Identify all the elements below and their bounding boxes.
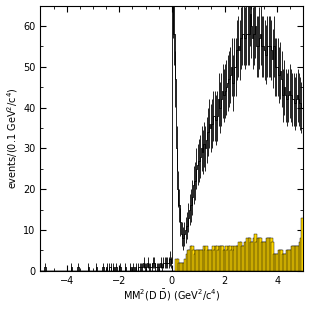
- Bar: [204, 250, 207, 271]
- Bar: [194, 254, 196, 271]
- Bar: [267, 238, 270, 271]
- Bar: [235, 246, 237, 271]
- Bar: [180, 263, 183, 271]
- Bar: [215, 246, 217, 271]
- Bar: [196, 250, 199, 271]
- Bar: [212, 246, 215, 271]
- Bar: [200, 250, 203, 271]
- Bar: [284, 254, 287, 271]
- Bar: [295, 246, 298, 271]
- Bar: [199, 250, 201, 271]
- Bar: [195, 250, 197, 271]
- X-axis label: MM$^2$(D $\bar{\mathrm{D}}$) (GeV$^2$/c$^4$): MM$^2$(D $\bar{\mathrm{D}}$) (GeV$^2$/c$…: [123, 288, 221, 303]
- Bar: [291, 246, 294, 271]
- Bar: [192, 250, 195, 271]
- Bar: [184, 259, 187, 271]
- Bar: [183, 263, 186, 271]
- Bar: [302, 218, 304, 271]
- Bar: [253, 238, 256, 271]
- Bar: [241, 246, 243, 271]
- Bar: [292, 246, 295, 271]
- Bar: [205, 246, 208, 271]
- Bar: [243, 242, 246, 271]
- Bar: [176, 259, 179, 271]
- Bar: [242, 246, 245, 271]
- Bar: [218, 246, 221, 271]
- Bar: [249, 238, 252, 271]
- Bar: [208, 250, 211, 271]
- Bar: [201, 250, 204, 271]
- Bar: [275, 254, 278, 271]
- Bar: [210, 250, 212, 271]
- Bar: [286, 250, 288, 271]
- Bar: [256, 242, 258, 271]
- Bar: [178, 263, 180, 271]
- Bar: [229, 246, 232, 271]
- Bar: [274, 254, 277, 271]
- Bar: [182, 263, 184, 271]
- Bar: [265, 242, 267, 271]
- Bar: [221, 246, 224, 271]
- Bar: [186, 254, 188, 271]
- Y-axis label: events/(0.1 GeV$^2$/c$^4$): events/(0.1 GeV$^2$/c$^4$): [6, 87, 20, 189]
- Bar: [254, 234, 257, 271]
- Bar: [240, 242, 242, 271]
- Bar: [282, 254, 284, 271]
- Bar: [271, 242, 274, 271]
- Bar: [211, 250, 213, 271]
- Bar: [224, 250, 226, 271]
- Bar: [290, 250, 292, 271]
- Bar: [288, 250, 291, 271]
- Bar: [188, 250, 191, 271]
- Bar: [248, 238, 250, 271]
- Bar: [287, 250, 290, 271]
- Bar: [228, 246, 231, 271]
- Bar: [207, 250, 210, 271]
- Bar: [191, 246, 194, 271]
- Bar: [261, 242, 263, 271]
- Bar: [277, 254, 279, 271]
- Bar: [300, 238, 303, 271]
- Bar: [257, 238, 259, 271]
- Bar: [279, 250, 282, 271]
- Bar: [231, 250, 233, 271]
- Bar: [187, 250, 190, 271]
- Bar: [226, 250, 229, 271]
- Bar: [179, 263, 182, 271]
- Bar: [252, 242, 254, 271]
- Bar: [269, 238, 271, 271]
- Bar: [283, 254, 286, 271]
- Bar: [216, 246, 218, 271]
- Bar: [266, 238, 269, 271]
- Bar: [294, 246, 296, 271]
- Bar: [263, 242, 266, 271]
- Bar: [220, 246, 222, 271]
- Bar: [225, 246, 228, 271]
- Bar: [273, 254, 275, 271]
- Bar: [258, 238, 261, 271]
- Bar: [232, 246, 235, 271]
- Bar: [278, 250, 281, 271]
- Bar: [233, 250, 236, 271]
- Bar: [175, 259, 178, 271]
- Bar: [299, 242, 302, 271]
- Bar: [238, 242, 241, 271]
- Bar: [236, 246, 238, 271]
- Bar: [270, 238, 273, 271]
- Bar: [197, 250, 200, 271]
- Bar: [213, 250, 216, 271]
- Bar: [245, 242, 248, 271]
- Bar: [281, 250, 283, 271]
- Bar: [246, 238, 249, 271]
- Bar: [259, 238, 262, 271]
- Bar: [250, 242, 253, 271]
- Bar: [217, 250, 220, 271]
- Bar: [262, 242, 265, 271]
- Bar: [203, 246, 205, 271]
- Bar: [190, 246, 192, 271]
- Bar: [296, 246, 299, 271]
- Bar: [298, 246, 300, 271]
- Bar: [222, 250, 225, 271]
- Bar: [237, 246, 240, 271]
